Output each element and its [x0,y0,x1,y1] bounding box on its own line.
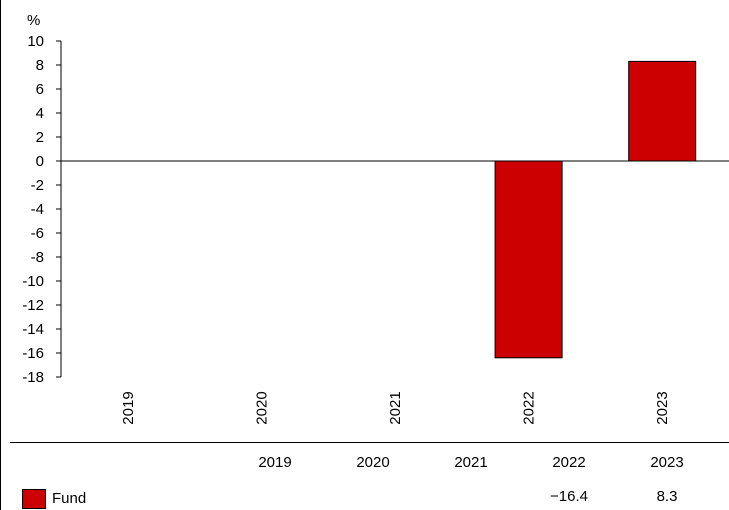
y-tick-label: -8 [31,249,44,266]
y-tick-label: -6 [31,225,44,242]
y-tick-label: 2 [36,129,44,146]
table-header-2021: 2021 [454,454,488,471]
y-tick-label: 8 [36,57,44,74]
y-axis-unit-label: % [27,12,40,29]
x-axis-labels: 2019 2020 2021 2022 2023 [120,391,671,424]
y-axis: 10 8 6 4 2 0 -2 -4 -6 -8 -10 -12 -14 -16 -18 [22,33,729,386]
table-header-2022: 2022 [552,454,586,471]
x-tick-label-2019: 2019 [120,391,137,424]
y-tick-label: -4 [31,201,44,218]
x-tick-label-2021: 2021 [387,391,404,424]
x-tick-label-2022: 2022 [521,391,538,424]
data-table-header: 2019 2020 2021 2022 2023 [0,454,729,476]
y-tick-label: -18 [22,369,44,386]
y-tick-label: -2 [31,177,44,194]
y-tick-label: -12 [22,297,44,314]
fund-legend-swatch [22,489,46,509]
bars [494,60,697,359]
bar-chart: % 10 8 6 4 2 0 -2 -4 -6 -8 -10 -12 -14 -16 -18 2019 202… [22,12,729,425]
table-header-2019: 2019 [258,454,292,471]
x-tick-label-2020: 2020 [253,391,270,424]
x-tick-label-2023: 2023 [654,391,671,424]
bar-2023 [628,60,697,162]
bar-2022 [494,160,563,359]
y-tick-label: 10 [27,33,44,50]
fund-value-2023: 8.3 [656,488,678,505]
table-header-2020: 2020 [356,454,390,471]
table-rule [10,442,729,443]
y-tick-label: -16 [22,345,44,362]
data-table-row-fund: Fund −16.4 8.3 [0,488,729,510]
table-header-2023: 2023 [650,454,684,471]
y-tick-label: 6 [36,81,44,98]
y-tick-label: -10 [22,273,44,290]
left-border [0,0,1,510]
y-tick-label: 0 [36,153,44,170]
fund-legend-label: Fund [52,490,87,507]
y-tick-label: 4 [36,105,44,122]
y-tick-label: -14 [22,321,44,338]
fund-value-2022: −16.4 [550,488,588,505]
